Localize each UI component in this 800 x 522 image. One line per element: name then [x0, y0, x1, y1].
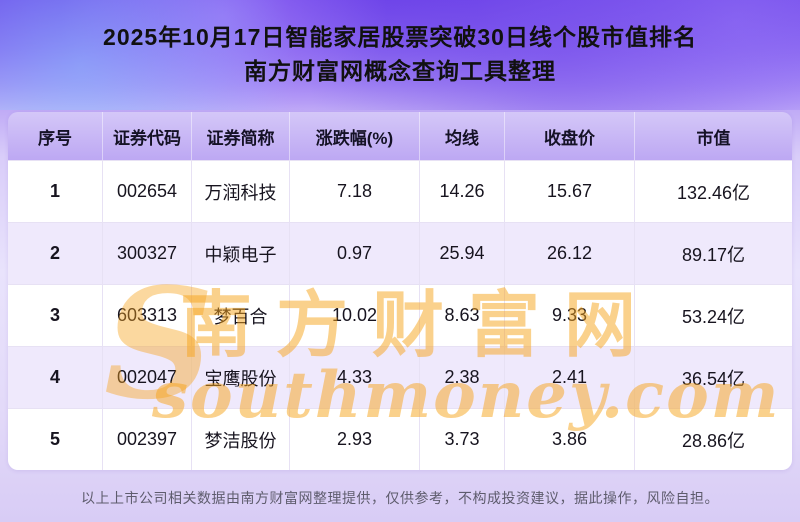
cell-market-cap: 36.54亿: [635, 346, 792, 408]
cell-market-cap: 53.24亿: [635, 284, 792, 346]
cell-index: 3: [8, 284, 103, 346]
cell-market-cap: 28.86亿: [635, 408, 792, 470]
cell-name: 宝鹰股份: [192, 346, 290, 408]
cell-index: 5: [8, 408, 103, 470]
cell-code: 603313: [103, 284, 192, 346]
cell-change-pct: 7.18: [290, 160, 420, 222]
cell-ma: 3.73: [420, 408, 505, 470]
header-col-code: 证券代码: [103, 112, 192, 160]
cell-code: 002654: [103, 160, 192, 222]
cell-name: 万润科技: [192, 160, 290, 222]
cell-name: 中颖电子: [192, 222, 290, 284]
header-col-name: 证券简称: [192, 112, 290, 160]
cell-index: 4: [8, 346, 103, 408]
stocks-table: 序号 证券代码 证券简称 涨跌幅(%) 均线 收盘价 市值 1 002654 万…: [8, 112, 792, 470]
table-row: 5 002397 梦洁股份 2.93 3.73 3.86 28.86亿: [8, 408, 792, 470]
cell-code: 002047: [103, 346, 192, 408]
cell-close: 2.41: [505, 346, 635, 408]
cell-change-pct: 2.93: [290, 408, 420, 470]
cell-ma: 14.26: [420, 160, 505, 222]
cell-ma: 25.94: [420, 222, 505, 284]
header-col-ma: 均线: [420, 112, 505, 160]
cell-close: 9.33: [505, 284, 635, 346]
cell-index: 1: [8, 160, 103, 222]
cell-market-cap: 132.46亿: [635, 160, 792, 222]
table-row: 3 603313 梦百合 10.02 8.63 9.33 53.24亿: [8, 284, 792, 346]
page-title: 2025年10月17日智能家居股票突破30日线个股市值排名: [103, 24, 697, 50]
table-row: 2 300327 中颖电子 0.97 25.94 26.12 89.17亿: [8, 222, 792, 284]
page-subtitle: 南方财富网概念查询工具整理: [244, 58, 556, 84]
table-header-row: 序号 证券代码 证券简称 涨跌幅(%) 均线 收盘价 市值: [8, 112, 792, 160]
cell-close: 26.12: [505, 222, 635, 284]
cell-change-pct: 0.97: [290, 222, 420, 284]
cell-close: 15.67: [505, 160, 635, 222]
cell-change-pct: 10.02: [290, 284, 420, 346]
header-col-change-pct: 涨跌幅(%): [290, 112, 420, 160]
cell-market-cap: 89.17亿: [635, 222, 792, 284]
header-col-index: 序号: [8, 112, 103, 160]
cell-name: 梦洁股份: [192, 408, 290, 470]
title-block: 2025年10月17日智能家居股票突破30日线个股市值排名 南方财富网概念查询工…: [0, 20, 800, 88]
cell-ma: 8.63: [420, 284, 505, 346]
header-col-close: 收盘价: [505, 112, 635, 160]
table-row: 1 002654 万润科技 7.18 14.26 15.67 132.46亿: [8, 160, 792, 222]
disclaimer-text: 以上上市公司相关数据由南方财富网整理提供，仅供参考，不构成投资建议，据此操作，风…: [81, 490, 719, 506]
header-col-market-cap: 市值: [696, 128, 731, 148]
cell-close: 3.86: [505, 408, 635, 470]
cell-code: 300327: [103, 222, 192, 284]
cell-index: 2: [8, 222, 103, 284]
cell-ma: 2.38: [420, 346, 505, 408]
table-row: 4 002047 宝鹰股份 4.33 2.38 2.41 36.54亿: [8, 346, 792, 408]
cell-name: 梦百合: [192, 284, 290, 346]
cell-change-pct: 4.33: [290, 346, 420, 408]
cell-code: 002397: [103, 408, 192, 470]
